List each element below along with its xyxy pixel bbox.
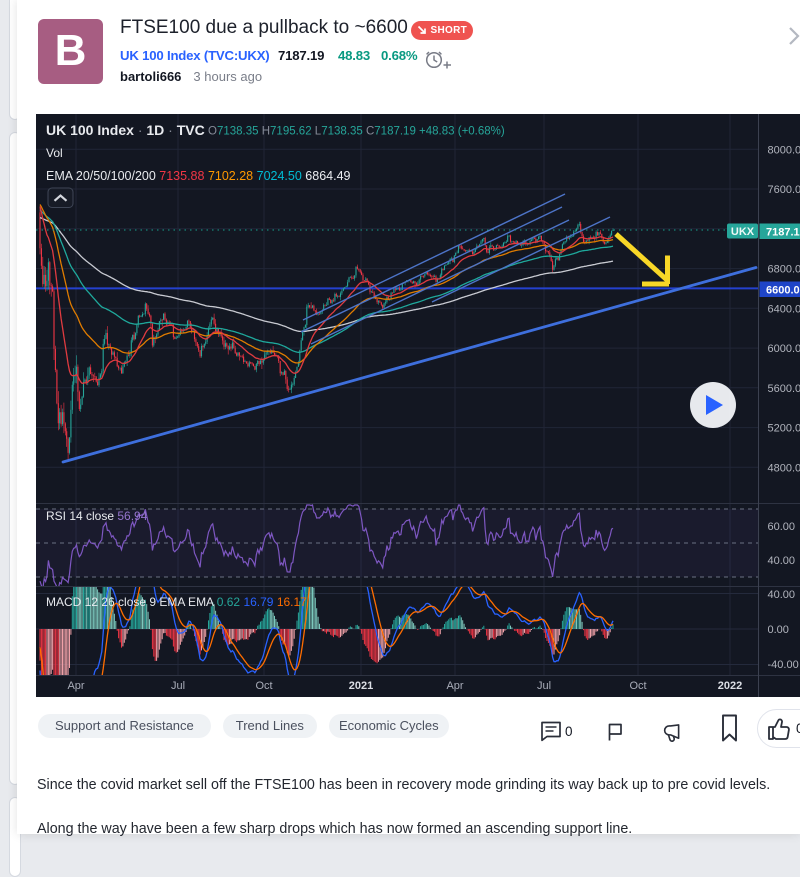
svg-text:8000.0: 8000.0	[768, 144, 800, 156]
svg-text:O7138.35 H7195.62 L7138.35 C71: O7138.35 H7195.62 L7138.35 C7187.19 +48.…	[208, 126, 505, 138]
svg-text:EMA 20/50/100/200 7135.88 7102: EMA 20/50/100/200 7135.88 7102.28 7024.5…	[46, 169, 351, 183]
svg-text:Oct: Oct	[629, 680, 646, 692]
svg-text:0.00: 0.00	[768, 624, 789, 636]
svg-text:Apr: Apr	[446, 680, 463, 692]
svg-text:7187.19: 7187.19	[766, 227, 800, 239]
svg-text:5600.0: 5600.0	[768, 383, 800, 395]
svg-text:UK 100 Index · 1D · TVC: UK 100 Index · 1D · TVC	[46, 122, 205, 138]
svg-text:6600.00: 6600.00	[766, 285, 800, 297]
svg-text:6000.0: 6000.0	[768, 343, 800, 355]
svg-text:-40.00: -40.00	[768, 659, 799, 671]
svg-text:60.00: 60.00	[768, 521, 796, 533]
svg-text:40.00: 40.00	[768, 589, 796, 601]
svg-text:Apr: Apr	[67, 680, 84, 692]
svg-text:Oct: Oct	[255, 680, 272, 692]
svg-text:MACD 12 26 close 9 EMA EMA 0.6: MACD 12 26 close 9 EMA EMA 0.62 16.79 16…	[46, 595, 307, 609]
svg-text:5200.0: 5200.0	[768, 423, 800, 435]
svg-text:40.00: 40.00	[768, 555, 796, 567]
svg-text:4800.0: 4800.0	[768, 462, 800, 474]
svg-text:2022: 2022	[718, 680, 742, 692]
svg-text:UKX: UKX	[731, 226, 755, 238]
svg-text:7600.0: 7600.0	[768, 184, 800, 196]
svg-text:Vol: Vol	[46, 146, 63, 160]
svg-text:Jul: Jul	[537, 680, 551, 692]
svg-text:Jul: Jul	[171, 680, 185, 692]
svg-text:RSI 14 close 56.94: RSI 14 close 56.94	[46, 509, 148, 523]
svg-text:2021: 2021	[349, 680, 373, 692]
svg-text:6400.0: 6400.0	[768, 303, 800, 315]
svg-text:6800.0: 6800.0	[768, 264, 800, 276]
